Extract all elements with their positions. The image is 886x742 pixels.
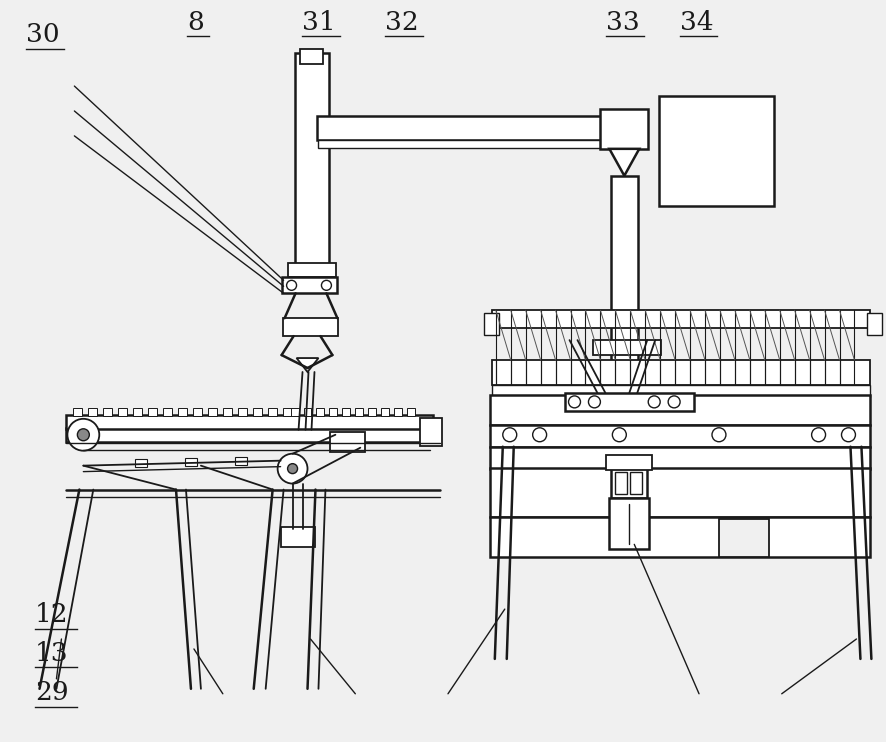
Bar — [492, 360, 870, 385]
Circle shape — [569, 396, 580, 408]
Bar — [281, 528, 315, 548]
Bar — [288, 263, 337, 278]
Bar — [420, 418, 442, 446]
Bar — [291, 408, 299, 416]
Text: 33: 33 — [606, 10, 640, 35]
Text: 30: 30 — [27, 22, 60, 47]
Bar — [318, 140, 616, 148]
Bar — [490, 425, 870, 447]
Circle shape — [322, 280, 331, 290]
Bar — [283, 408, 291, 416]
Bar — [492, 385, 870, 397]
Bar — [282, 278, 338, 293]
Circle shape — [286, 280, 297, 290]
Text: 34: 34 — [680, 10, 713, 35]
Bar — [381, 408, 389, 416]
Bar — [601, 109, 649, 149]
Bar — [490, 395, 870, 425]
Bar — [237, 408, 246, 416]
Bar — [330, 408, 338, 416]
Circle shape — [588, 396, 601, 408]
Bar — [304, 408, 312, 416]
Bar — [268, 408, 276, 416]
Bar — [490, 447, 870, 469]
Circle shape — [67, 418, 99, 450]
Bar — [317, 116, 617, 140]
Circle shape — [668, 396, 680, 408]
Bar — [193, 408, 202, 416]
Text: 32: 32 — [385, 10, 418, 35]
Bar — [222, 408, 232, 416]
Bar — [66, 428, 433, 441]
Circle shape — [502, 428, 517, 441]
Polygon shape — [610, 149, 640, 176]
Bar — [133, 408, 142, 416]
Bar — [867, 313, 882, 335]
Bar — [594, 340, 661, 355]
Bar — [355, 408, 363, 416]
Bar — [208, 408, 217, 416]
Bar — [564, 393, 694, 411]
Bar — [394, 408, 402, 416]
Bar — [484, 313, 499, 335]
Bar — [104, 408, 113, 416]
Bar — [490, 467, 870, 517]
Bar — [611, 176, 638, 370]
Bar — [294, 53, 330, 267]
Circle shape — [77, 429, 89, 441]
Bar — [490, 517, 870, 557]
Text: 13: 13 — [35, 641, 69, 666]
Text: 29: 29 — [35, 680, 69, 705]
Circle shape — [612, 428, 626, 441]
Bar — [659, 96, 773, 206]
Circle shape — [712, 428, 726, 441]
Bar — [616, 472, 627, 493]
Bar — [148, 408, 157, 416]
Bar — [630, 472, 642, 493]
Bar — [235, 456, 246, 464]
Bar — [342, 408, 350, 416]
Bar — [118, 408, 128, 416]
Bar — [89, 408, 97, 416]
Bar — [610, 498, 649, 549]
Bar — [253, 408, 261, 416]
Bar — [74, 408, 82, 416]
Bar — [136, 459, 147, 467]
Bar — [163, 408, 172, 416]
Text: 12: 12 — [35, 603, 69, 628]
Polygon shape — [297, 358, 318, 372]
Circle shape — [277, 453, 307, 484]
Bar — [283, 318, 338, 336]
Bar — [408, 408, 416, 416]
Bar — [492, 310, 870, 328]
Bar — [178, 408, 187, 416]
Circle shape — [532, 428, 547, 441]
Bar — [369, 408, 377, 416]
Bar — [611, 467, 648, 498]
Circle shape — [649, 396, 660, 408]
Bar — [330, 432, 365, 452]
Bar — [66, 415, 433, 429]
Bar — [606, 455, 652, 470]
Bar — [719, 519, 769, 557]
Circle shape — [842, 428, 856, 441]
Circle shape — [288, 464, 298, 473]
Bar — [185, 458, 197, 466]
Text: 8: 8 — [187, 10, 204, 35]
Bar — [299, 49, 323, 64]
Text: 31: 31 — [302, 10, 336, 35]
Circle shape — [812, 428, 826, 441]
Bar — [316, 408, 324, 416]
